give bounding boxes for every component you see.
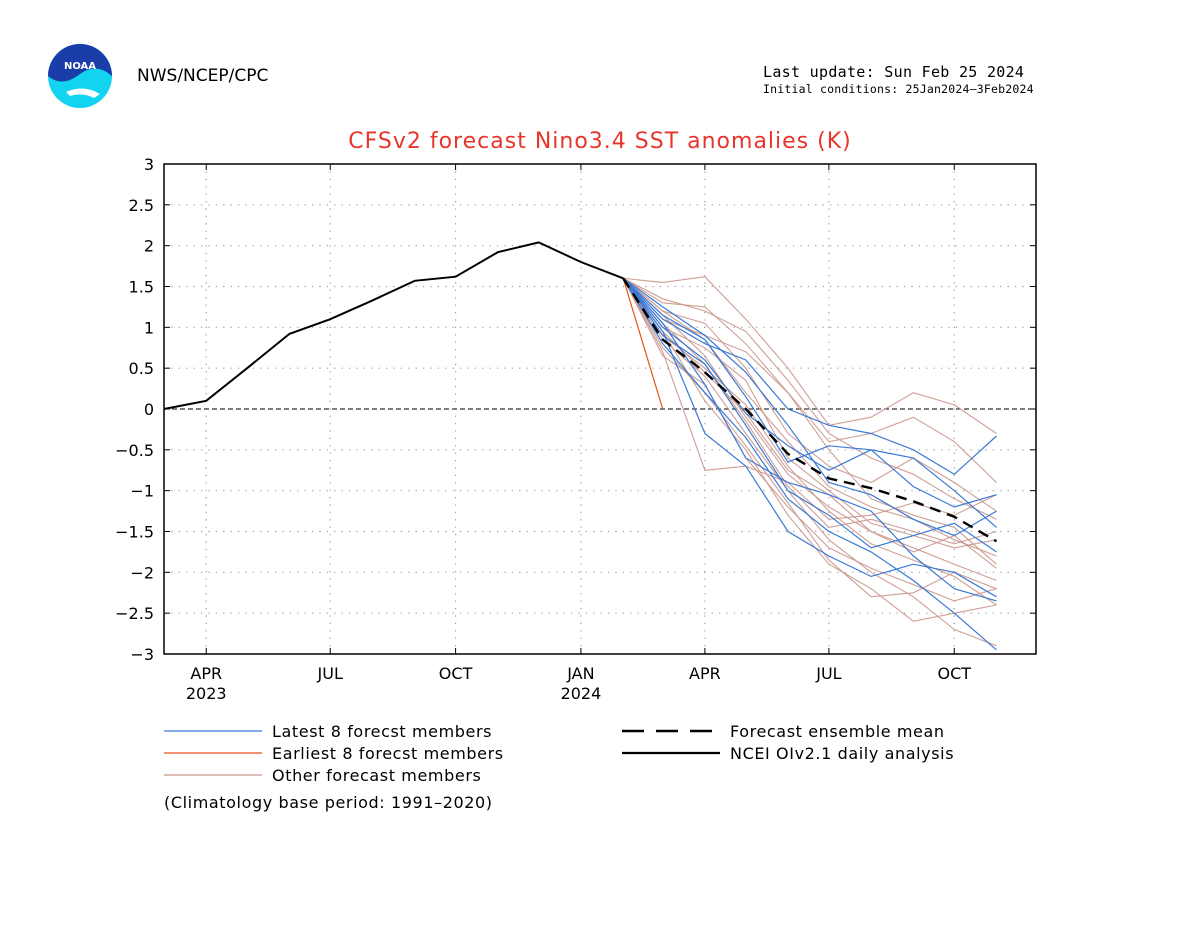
y-tick-label: −1.5	[115, 523, 154, 542]
other-member-line	[622, 277, 997, 569]
x-tick-label: JAN	[566, 664, 594, 683]
latest-member-line	[622, 277, 997, 537]
observed-line	[163, 241, 624, 410]
initial-conditions: Initial conditions: 25Jan2024–3Feb2024	[763, 82, 1034, 96]
latest-member-line	[622, 277, 997, 651]
legend-label-other: Other forecast members	[272, 766, 481, 785]
x-tick-label: OCT	[937, 664, 971, 683]
y-tick-label: −1	[130, 482, 154, 501]
plot-area: 32.521.510.50−0.5−1−1.5−2−2.5−3 APR2023J…	[115, 155, 1037, 703]
y-tick-label: 0	[144, 400, 154, 419]
y-tick-label: −2.5	[115, 604, 154, 623]
x-tick-label: OCT	[439, 664, 473, 683]
other-member-line	[622, 277, 997, 512]
series-ensemble-mean	[622, 277, 998, 543]
series-other-members	[622, 276, 997, 647]
series-earliest-members	[622, 278, 664, 410]
logo-text: NOAA	[64, 61, 96, 72]
logo-gull-icon	[66, 88, 100, 98]
latest-member-line	[622, 277, 997, 508]
climatology-footnote: (Climatology base period: 1991–2020)	[164, 793, 493, 812]
x-tick-label: APR	[190, 664, 222, 683]
legend: Latest 8 forecst members Earliest 8 forec…	[164, 722, 954, 785]
y-tick-label: 0.5	[129, 359, 154, 378]
y-tick-label: −0.5	[115, 441, 154, 460]
latest-member-line	[622, 277, 997, 553]
legend-label-latest: Latest 8 forecst members	[272, 722, 492, 741]
y-tick-label: 1.5	[129, 278, 154, 297]
noaa-logo: NOAA	[48, 44, 112, 108]
latest-member-line	[622, 277, 997, 602]
last-update: Last update: Sun Feb 25 2024	[763, 63, 1025, 81]
latest-member-line	[622, 277, 997, 598]
other-member-line	[622, 277, 997, 606]
y-tick-label: 3	[144, 155, 154, 174]
other-member-line	[622, 278, 997, 647]
legend-label-mean: Forecast ensemble mean	[730, 722, 945, 741]
other-member-line	[622, 278, 997, 602]
series-observed	[163, 241, 624, 410]
latest-member-line	[622, 277, 997, 476]
legend-label-earliest: Earliest 8 forecst members	[272, 744, 504, 763]
x-tick-label: APR	[689, 664, 721, 683]
y-axis: 3 2.5 2 1.5 1 0.5 0 −0.5 −1 −1.5 −2 −2.5 −3	[115, 155, 1036, 664]
latest-member-line	[622, 277, 997, 528]
agency-label: NWS/NCEP/CPC	[137, 66, 269, 86]
y-tick-label: −2	[130, 563, 154, 582]
other-member-line	[622, 277, 997, 582]
y-tick-label: 1	[144, 318, 154, 337]
other-member-line	[622, 277, 997, 565]
other-member-line	[622, 277, 997, 549]
y-tick-label: 2.5	[129, 196, 154, 215]
ensemble-mean-line	[622, 277, 998, 543]
y-tick-label: 2	[144, 237, 154, 256]
x-tick-year: 2024	[561, 684, 602, 703]
other-member-line	[622, 277, 997, 520]
legend-label-observed: NCEI OIv2.1 daily analysis	[730, 744, 954, 763]
x-tick-year: 2023	[186, 684, 227, 703]
x-tick-label: JUL	[815, 664, 841, 683]
other-member-line	[622, 277, 997, 622]
earliest-member-line	[622, 278, 664, 410]
other-member-line	[623, 276, 997, 434]
chart-title: CFSv2 forecast Nino3.4 SST anomalies (K)	[348, 129, 851, 154]
y-tick-label: −3	[130, 645, 154, 664]
series-latest-members	[622, 277, 997, 651]
logo-top-disc	[48, 44, 112, 82]
x-tick-label: JUL	[317, 664, 343, 683]
other-member-line	[622, 277, 997, 483]
